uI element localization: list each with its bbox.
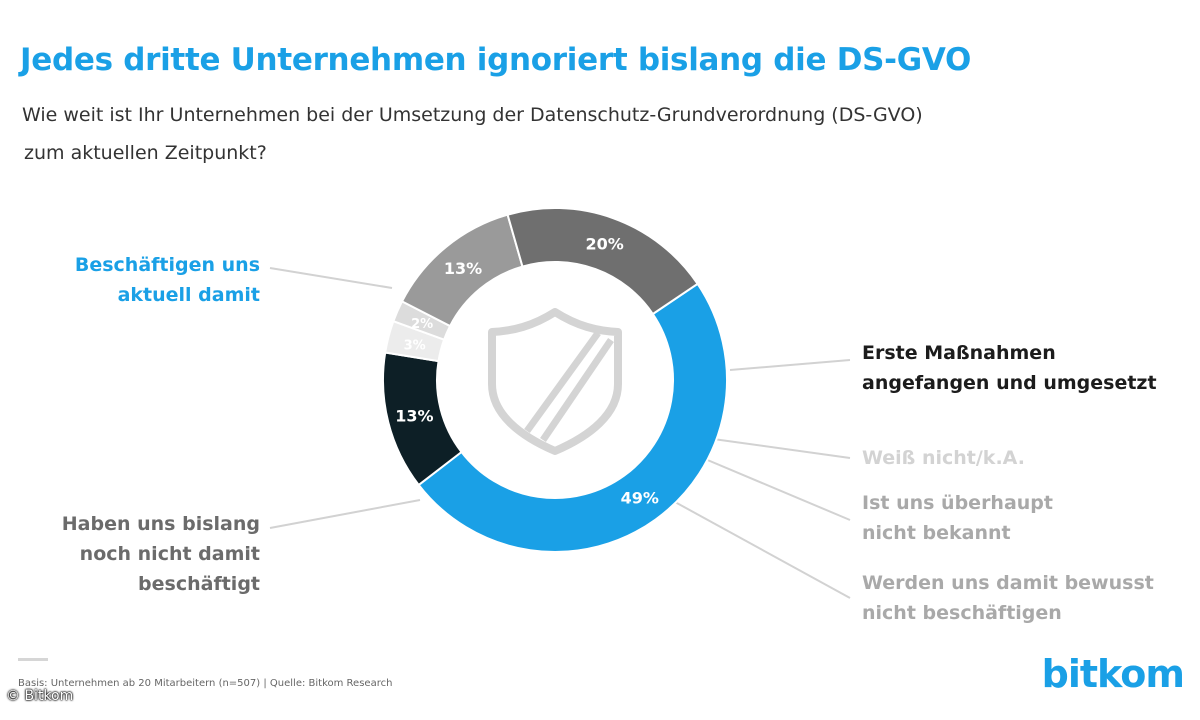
leader-line-bekannt bbox=[697, 455, 851, 521]
value-label-bewusst: 13% bbox=[444, 259, 482, 278]
chart-subtitle: Wie weit ist Ihr Unternehmen bei der Ums… bbox=[22, 96, 1172, 172]
subtitle-line-2: zum aktuellen Zeitpunkt? bbox=[24, 142, 267, 164]
legend-label-line: noch nicht damit bbox=[79, 543, 260, 565]
shield-icon bbox=[488, 308, 622, 455]
value-label-erste: 13% bbox=[395, 407, 433, 426]
leader-line-bewusst bbox=[674, 501, 851, 599]
value-label-bekannt: 2% bbox=[411, 317, 433, 332]
legend-label-line: Erste Maßnahmen bbox=[862, 342, 1056, 364]
leader-line-erste bbox=[729, 359, 851, 371]
value-label-beschaeftigen: 49% bbox=[621, 489, 659, 508]
legend-label-beschaeftigen: Beschäftigen uns aktuell damit bbox=[30, 250, 260, 310]
legend-label-line: Haben uns bislang bbox=[61, 513, 260, 535]
legend-label-line: nicht bekannt bbox=[862, 522, 1011, 544]
legend-label-line: nicht beschäftigen bbox=[862, 602, 1062, 624]
slice-value-labels: 49% 13% 3% 2% 13% 20% bbox=[395, 235, 659, 508]
legend-label-line: angefangen und umgesetzt bbox=[862, 372, 1157, 394]
chart-title: Jedes dritte Unternehmen ignoriert bisla… bbox=[20, 42, 972, 78]
slice-beschaeftigen bbox=[417, 282, 728, 553]
copyright-notice: © Bitkom bbox=[6, 688, 74, 704]
leader-line-weiss bbox=[705, 437, 851, 459]
legend-label-line: beschäftigt bbox=[138, 573, 260, 595]
legend-label-bekannt: Ist uns überhaupt nicht bekannt bbox=[862, 488, 1053, 548]
subtitle-line-1: Wie weit ist Ihr Unternehmen bei der Ums… bbox=[22, 104, 923, 126]
source-note: Basis: Unternehmen ab 20 Mitarbeitern (n… bbox=[18, 678, 393, 689]
legend-label-line: Ist uns überhaupt bbox=[862, 492, 1053, 514]
legend-label-bewusst: Werden uns damit bewusst nicht beschäfti… bbox=[862, 568, 1154, 628]
footer-divider bbox=[18, 658, 48, 661]
value-label-bislang: 20% bbox=[585, 235, 623, 254]
leader-line-bislang bbox=[269, 499, 421, 529]
bitkom-logo: bitkom bbox=[1041, 652, 1185, 696]
legend-label-bislang: Haben uns bislang noch nicht damit besch… bbox=[30, 509, 260, 599]
legend-label-erste: Erste Maßnahmen angefangen und umgesetzt bbox=[862, 338, 1157, 398]
legend-label-line: aktuell damit bbox=[117, 284, 260, 306]
legend-label-line: Beschäftigen uns bbox=[74, 254, 260, 276]
value-label-weiss: 3% bbox=[404, 338, 426, 353]
legend-label-line: Weiß nicht/k.A. bbox=[862, 447, 1025, 469]
leader-line-beschaeftigen bbox=[269, 267, 393, 289]
legend-label-line: Werden uns damit bewusst bbox=[862, 572, 1154, 594]
leader-lines bbox=[269, 267, 851, 599]
slice-bislang bbox=[506, 207, 699, 316]
legend-label-weiss: Weiß nicht/k.A. bbox=[862, 443, 1025, 473]
donut-slices bbox=[382, 207, 728, 553]
